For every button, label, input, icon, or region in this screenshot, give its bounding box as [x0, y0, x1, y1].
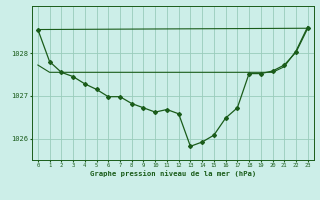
X-axis label: Graphe pression niveau de la mer (hPa): Graphe pression niveau de la mer (hPa)	[90, 170, 256, 177]
